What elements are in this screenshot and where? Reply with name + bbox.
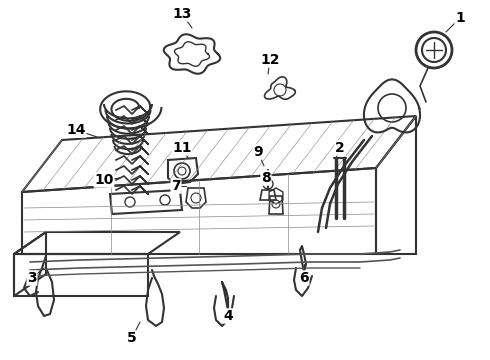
- Text: 10: 10: [94, 173, 114, 187]
- Text: 5: 5: [127, 331, 137, 345]
- Text: 7: 7: [171, 179, 181, 193]
- Text: 3: 3: [27, 271, 37, 285]
- Text: 2: 2: [335, 141, 345, 155]
- Text: 8: 8: [261, 171, 271, 185]
- Text: 9: 9: [253, 145, 263, 159]
- Text: 4: 4: [223, 309, 233, 323]
- Text: 13: 13: [172, 7, 192, 21]
- Text: 1: 1: [455, 11, 465, 25]
- Text: 6: 6: [299, 271, 309, 285]
- Text: 14: 14: [66, 123, 86, 137]
- Text: 11: 11: [172, 141, 192, 155]
- Text: 12: 12: [260, 53, 280, 67]
